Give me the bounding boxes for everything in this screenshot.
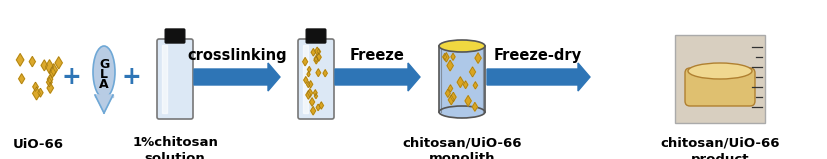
Text: Freeze-dry: Freeze-dry — [494, 48, 582, 63]
Text: G: G — [99, 59, 109, 72]
Polygon shape — [29, 57, 36, 67]
Polygon shape — [311, 107, 316, 115]
Polygon shape — [443, 53, 449, 62]
Polygon shape — [162, 45, 167, 113]
FancyBboxPatch shape — [298, 39, 334, 119]
Polygon shape — [304, 77, 308, 83]
FancyBboxPatch shape — [439, 46, 485, 112]
Polygon shape — [457, 77, 463, 87]
Polygon shape — [45, 60, 54, 74]
Polygon shape — [47, 75, 53, 84]
Polygon shape — [33, 82, 38, 91]
Text: L: L — [100, 69, 108, 82]
Text: A: A — [99, 79, 109, 91]
FancyBboxPatch shape — [675, 35, 765, 123]
Polygon shape — [38, 88, 43, 97]
Polygon shape — [451, 92, 457, 102]
Polygon shape — [50, 64, 57, 76]
Polygon shape — [316, 53, 321, 61]
Polygon shape — [487, 63, 590, 91]
Polygon shape — [55, 57, 62, 69]
Ellipse shape — [439, 106, 485, 118]
Polygon shape — [47, 83, 54, 93]
Polygon shape — [451, 53, 455, 60]
Polygon shape — [17, 54, 24, 66]
Polygon shape — [314, 94, 318, 99]
Polygon shape — [95, 95, 113, 113]
Polygon shape — [95, 95, 113, 97]
Ellipse shape — [93, 46, 115, 98]
Text: 1%chitosan
solution: 1%chitosan solution — [132, 136, 218, 159]
Polygon shape — [308, 81, 313, 88]
Polygon shape — [447, 60, 453, 71]
Text: UiO-66: UiO-66 — [12, 138, 64, 152]
Polygon shape — [41, 60, 48, 71]
Polygon shape — [475, 53, 481, 63]
Polygon shape — [316, 104, 320, 111]
Text: chitosan/UiO-66
monolith: chitosan/UiO-66 monolith — [402, 136, 522, 159]
FancyBboxPatch shape — [306, 29, 326, 43]
Polygon shape — [46, 78, 52, 87]
Polygon shape — [446, 89, 450, 97]
Polygon shape — [448, 85, 452, 92]
Polygon shape — [194, 63, 280, 91]
Polygon shape — [448, 95, 454, 105]
Polygon shape — [463, 81, 468, 89]
Polygon shape — [323, 70, 327, 77]
Polygon shape — [307, 82, 310, 88]
Polygon shape — [316, 69, 321, 77]
Polygon shape — [470, 67, 476, 77]
Polygon shape — [319, 102, 323, 109]
Polygon shape — [442, 54, 447, 60]
Text: Freeze: Freeze — [350, 48, 404, 63]
Polygon shape — [473, 82, 477, 89]
Polygon shape — [32, 87, 41, 100]
Polygon shape — [306, 91, 311, 99]
Polygon shape — [308, 67, 311, 72]
Polygon shape — [472, 103, 477, 111]
Polygon shape — [303, 58, 308, 66]
FancyBboxPatch shape — [685, 68, 755, 106]
Polygon shape — [335, 63, 420, 91]
Polygon shape — [317, 49, 320, 55]
Polygon shape — [314, 56, 318, 64]
Polygon shape — [19, 74, 25, 84]
Polygon shape — [465, 96, 471, 106]
Text: crosslinking: crosslinking — [187, 48, 287, 63]
Polygon shape — [313, 90, 317, 96]
Text: +: + — [61, 65, 81, 89]
FancyBboxPatch shape — [157, 39, 193, 119]
Polygon shape — [309, 98, 314, 106]
Polygon shape — [314, 55, 318, 62]
Polygon shape — [315, 47, 319, 55]
Ellipse shape — [439, 40, 485, 52]
Polygon shape — [311, 49, 316, 56]
Ellipse shape — [688, 63, 752, 79]
Polygon shape — [307, 72, 310, 77]
Text: chitosan/UiO-66
product: chitosan/UiO-66 product — [660, 136, 780, 159]
Polygon shape — [308, 89, 313, 97]
Text: +: + — [121, 65, 141, 89]
Polygon shape — [49, 67, 55, 78]
FancyBboxPatch shape — [165, 29, 184, 43]
Polygon shape — [303, 45, 308, 113]
